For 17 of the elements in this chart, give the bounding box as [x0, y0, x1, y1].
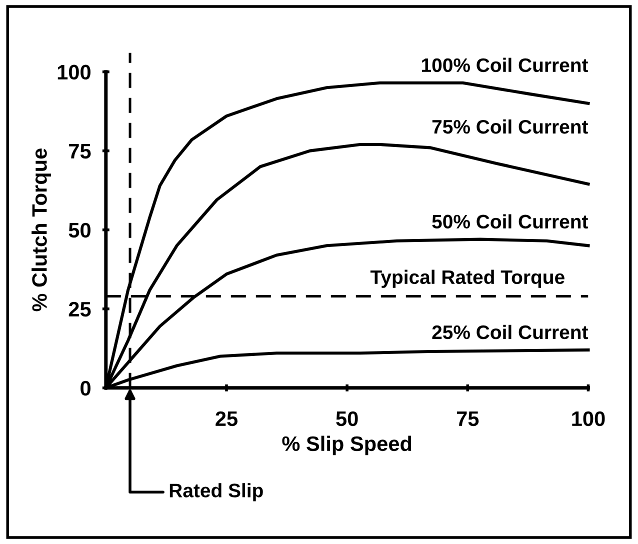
x-tick-label: 50 [336, 411, 358, 426]
y-tick-label: 0 [80, 380, 90, 396]
y-tick-label: 100 [58, 64, 90, 80]
y-tick-label: 75 [69, 144, 91, 159]
x-tick-label: 75 [456, 412, 479, 426]
series-label: 75% Coil Current [432, 119, 588, 134]
x-tick-label: 100 [572, 411, 605, 426]
y-axis-title: % Clutch Torque [32, 148, 52, 312]
y-tick-label: 25 [68, 302, 91, 317]
x-axis-title: % Slip Speed [282, 436, 412, 456]
ref-line-label: Rated Slip [170, 483, 263, 502]
series-label: 25% Coil Current [432, 324, 588, 340]
series-label: 100% Coil Current [422, 58, 588, 72]
y-tick-label: 50 [68, 222, 90, 238]
ref-line-label: Typical Rated Torque [370, 270, 564, 288]
x-tick-label: 25 [216, 411, 238, 426]
series-label: 50% Coil Current [432, 214, 588, 229]
